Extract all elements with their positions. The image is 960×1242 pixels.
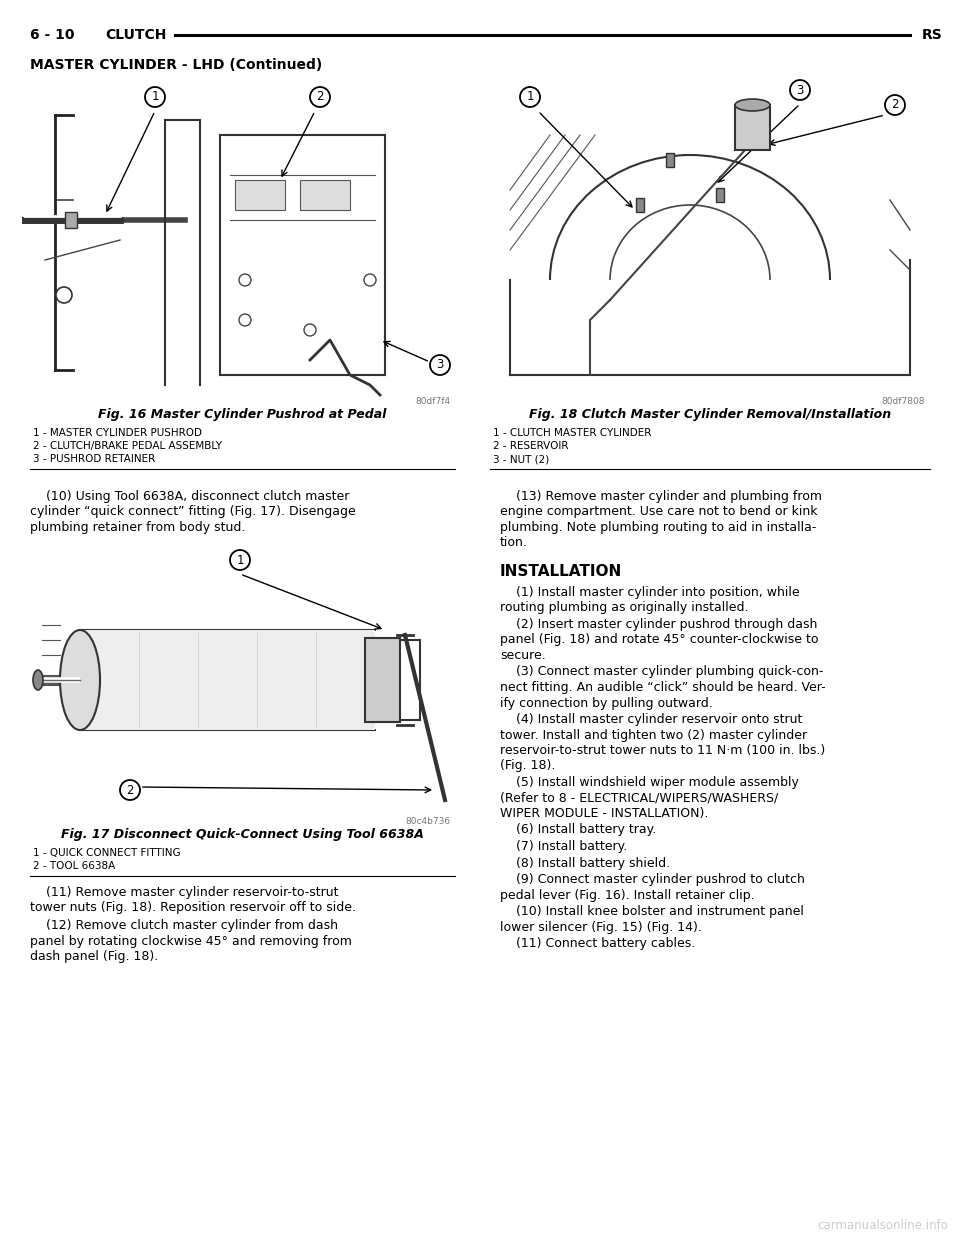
Bar: [235, 180, 285, 210]
Bar: [490, 72, 930, 400]
Text: 80c4b736: 80c4b736: [405, 817, 450, 826]
Text: (10) Using Tool 6638A, disconnect clutch master: (10) Using Tool 6638A, disconnect clutch…: [30, 491, 349, 503]
Text: panel by rotating clockwise 45° and removing from: panel by rotating clockwise 45° and remo…: [30, 934, 352, 948]
Text: (7) Install battery.: (7) Install battery.: [500, 840, 627, 853]
Text: 80df7f4: 80df7f4: [415, 397, 450, 406]
Text: (3) Connect master cylinder plumbing quick-con-: (3) Connect master cylinder plumbing qui…: [500, 666, 824, 678]
Bar: [666, 153, 674, 166]
Text: 2: 2: [316, 91, 324, 103]
Circle shape: [56, 287, 72, 303]
Text: lower silencer (Fig. 15) (Fig. 14).: lower silencer (Fig. 15) (Fig. 14).: [500, 920, 702, 934]
Bar: [735, 106, 770, 150]
Text: 1: 1: [152, 91, 158, 103]
Circle shape: [790, 79, 810, 101]
Text: plumbing. Note plumbing routing to aid in installa-: plumbing. Note plumbing routing to aid i…: [500, 520, 816, 534]
Text: dash panel (Fig. 18).: dash panel (Fig. 18).: [30, 950, 158, 963]
Text: tion.: tion.: [500, 537, 528, 549]
Text: 3 - PUSHROD RETAINER: 3 - PUSHROD RETAINER: [33, 455, 156, 465]
Text: tower. Install and tighten two (2) master cylinder: tower. Install and tighten two (2) maste…: [500, 729, 807, 741]
Text: 80df7808: 80df7808: [881, 397, 925, 406]
Text: (8) Install battery shield.: (8) Install battery shield.: [500, 857, 670, 869]
Text: (4) Install master cylinder reservoir onto strut: (4) Install master cylinder reservoir on…: [500, 713, 803, 727]
Text: 3: 3: [436, 359, 444, 371]
Text: carmanualsonline.info: carmanualsonline.info: [817, 1218, 948, 1232]
Text: 2: 2: [127, 784, 133, 796]
Circle shape: [304, 324, 316, 337]
Text: tower nuts (Fig. 18). Reposition reservoir off to side.: tower nuts (Fig. 18). Reposition reservo…: [30, 902, 356, 914]
Circle shape: [520, 87, 540, 107]
Text: (13) Remove master cylinder and plumbing from: (13) Remove master cylinder and plumbing…: [500, 491, 822, 503]
Text: routing plumbing as originally installed.: routing plumbing as originally installed…: [500, 601, 749, 615]
Ellipse shape: [33, 669, 43, 691]
Text: MASTER CYLINDER - LHD (Continued): MASTER CYLINDER - LHD (Continued): [30, 58, 323, 72]
Text: (1) Install master cylinder into position, while: (1) Install master cylinder into positio…: [500, 586, 800, 599]
Bar: [300, 180, 350, 210]
Text: Fig. 18 Clutch Master Cylinder Removal/Installation: Fig. 18 Clutch Master Cylinder Removal/I…: [529, 409, 891, 421]
Text: panel (Fig. 18) and rotate 45° counter-clockwise to: panel (Fig. 18) and rotate 45° counter-c…: [500, 633, 819, 647]
Text: (5) Install windshield wiper module assembly: (5) Install windshield wiper module asse…: [500, 776, 799, 789]
Text: ify connection by pulling outward.: ify connection by pulling outward.: [500, 697, 712, 709]
Circle shape: [885, 94, 905, 116]
Bar: [80, 630, 375, 730]
Text: (Fig. 18).: (Fig. 18).: [500, 760, 556, 773]
Text: (2) Insert master cylinder pushrod through dash: (2) Insert master cylinder pushrod throu…: [500, 619, 817, 631]
Text: engine compartment. Use care not to bend or kink: engine compartment. Use care not to bend…: [500, 505, 818, 518]
Circle shape: [310, 87, 330, 107]
Text: Fig. 17 Disconnect Quick-Connect Using Tool 6638A: Fig. 17 Disconnect Quick-Connect Using T…: [60, 828, 423, 841]
Circle shape: [239, 314, 251, 325]
Circle shape: [145, 87, 165, 107]
Text: INSTALLATION: INSTALLATION: [500, 564, 622, 579]
Text: secure.: secure.: [500, 650, 545, 662]
Circle shape: [239, 274, 251, 286]
Text: cylinder “quick connect” fitting (Fig. 17). Disengage: cylinder “quick connect” fitting (Fig. 1…: [30, 505, 356, 518]
Text: (10) Install knee bolster and instrument panel: (10) Install knee bolster and instrument…: [500, 905, 804, 918]
Text: 2 - TOOL 6638A: 2 - TOOL 6638A: [33, 861, 115, 871]
Text: 2 - CLUTCH/BRAKE PEDAL ASSEMBLY: 2 - CLUTCH/BRAKE PEDAL ASSEMBLY: [33, 441, 222, 451]
Text: RS: RS: [922, 29, 943, 42]
Text: pedal lever (Fig. 16). Install retainer clip.: pedal lever (Fig. 16). Install retainer …: [500, 888, 755, 902]
Bar: [30, 72, 455, 400]
Text: 3 - NUT (2): 3 - NUT (2): [493, 455, 549, 465]
Text: (Refer to 8 - ELECTRICAL/WIPERS/WASHERS/: (Refer to 8 - ELECTRICAL/WIPERS/WASHERS/: [500, 791, 779, 805]
Text: plumbing retainer from body stud.: plumbing retainer from body stud.: [30, 520, 246, 534]
Circle shape: [430, 355, 450, 375]
Bar: [65, 212, 77, 229]
Text: WIPER MODULE - INSTALLATION).: WIPER MODULE - INSTALLATION).: [500, 807, 708, 820]
Bar: [365, 638, 400, 722]
Text: 2 - RESERVOIR: 2 - RESERVOIR: [493, 441, 568, 451]
Circle shape: [230, 550, 250, 570]
Bar: [716, 188, 724, 202]
Text: 3: 3: [796, 83, 804, 97]
Circle shape: [364, 274, 376, 286]
Text: 1: 1: [526, 91, 534, 103]
Bar: [636, 197, 644, 212]
Text: (11) Remove master cylinder reservoir-to-strut: (11) Remove master cylinder reservoir-to…: [30, 886, 339, 899]
Text: (11) Connect battery cables.: (11) Connect battery cables.: [500, 936, 695, 950]
Text: 1 - CLUTCH MASTER CYLINDER: 1 - CLUTCH MASTER CYLINDER: [493, 428, 652, 438]
Text: 2: 2: [891, 98, 899, 112]
Text: (9) Connect master cylinder pushrod to clutch: (9) Connect master cylinder pushrod to c…: [500, 873, 804, 886]
Text: nect fitting. An audible “click” should be heard. Ver-: nect fitting. An audible “click” should …: [500, 681, 826, 694]
Text: Fig. 16 Master Cylinder Pushrod at Pedal: Fig. 16 Master Cylinder Pushrod at Pedal: [98, 409, 386, 421]
Circle shape: [120, 780, 140, 800]
Ellipse shape: [735, 99, 770, 111]
Text: 1: 1: [236, 554, 244, 566]
Text: 1 - MASTER CYLINDER PUSHROD: 1 - MASTER CYLINDER PUSHROD: [33, 428, 202, 438]
Bar: [30, 542, 455, 820]
Text: (6) Install battery tray.: (6) Install battery tray.: [500, 823, 657, 837]
Text: reservoir-to-strut tower nuts to 11 N·m (100 in. lbs.): reservoir-to-strut tower nuts to 11 N·m …: [500, 744, 826, 758]
Text: CLUTCH: CLUTCH: [105, 29, 166, 42]
Ellipse shape: [60, 630, 100, 730]
Text: 1 - QUICK CONNECT FITTING: 1 - QUICK CONNECT FITTING: [33, 848, 180, 858]
Text: 6 - 10: 6 - 10: [30, 29, 75, 42]
Text: (12) Remove clutch master cylinder from dash: (12) Remove clutch master cylinder from …: [30, 919, 338, 932]
